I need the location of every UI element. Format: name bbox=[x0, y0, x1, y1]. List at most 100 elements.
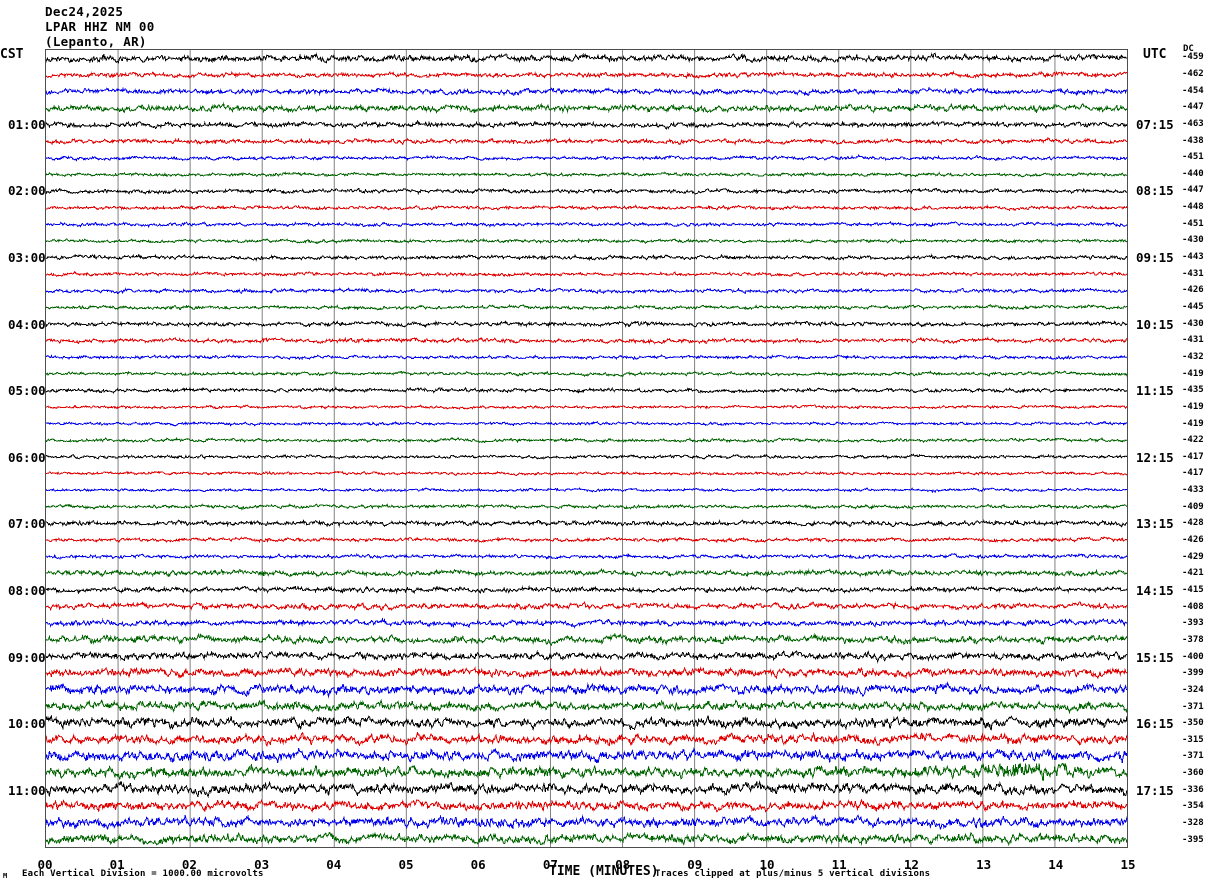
dc-value-label: -350 bbox=[1182, 718, 1204, 729]
x-tick-label: 06 bbox=[470, 857, 486, 872]
utc-hour-label: 09:15 bbox=[1136, 250, 1174, 266]
dc-value-label: -431 bbox=[1182, 335, 1204, 346]
trace-line bbox=[46, 287, 1127, 295]
dc-value-label: -395 bbox=[1182, 834, 1204, 845]
footer-scale-note: Each Vertical Division = 1000.00 microvo… bbox=[22, 869, 264, 879]
dc-value-label: -463 bbox=[1182, 118, 1204, 129]
x-tick-label: 11 bbox=[831, 857, 847, 872]
trace-line bbox=[46, 101, 1127, 114]
dc-value-label: -435 bbox=[1182, 385, 1204, 396]
dc-value-label: -336 bbox=[1182, 784, 1204, 795]
dc-value-label: -371 bbox=[1182, 701, 1204, 712]
header-date: Dec24,2025 bbox=[45, 4, 124, 19]
utc-hour-label: 07:15 bbox=[1136, 116, 1174, 132]
trace-line bbox=[46, 831, 1127, 847]
seismic-traces bbox=[46, 52, 1127, 847]
dc-value-label: -378 bbox=[1182, 634, 1204, 645]
trace-line bbox=[46, 370, 1127, 378]
utc-hour-label: 10:15 bbox=[1136, 316, 1174, 332]
magnitude-marker: M bbox=[3, 872, 8, 880]
cst-hour-label: 06:00 bbox=[8, 449, 46, 465]
dc-value-label: -360 bbox=[1182, 768, 1204, 779]
dc-value-label: -447 bbox=[1182, 102, 1204, 113]
utc-hour-label: 14:15 bbox=[1136, 582, 1174, 598]
dc-value-label: -451 bbox=[1182, 218, 1204, 229]
trace-line bbox=[46, 204, 1127, 212]
cst-hour-label: 08:00 bbox=[8, 582, 46, 598]
x-tick-label: 14 bbox=[1048, 857, 1064, 872]
dc-column-label: DC bbox=[1183, 44, 1194, 54]
x-axis-title: TIME (MINUTES) bbox=[549, 864, 659, 879]
trace-line bbox=[46, 404, 1127, 410]
trace-line bbox=[46, 436, 1127, 444]
trace-line bbox=[46, 171, 1127, 178]
trace-line bbox=[46, 221, 1127, 229]
x-tick-label: 15 bbox=[1120, 857, 1136, 872]
dc-value-label: -371 bbox=[1182, 751, 1204, 762]
cst-hour-label: 09:00 bbox=[8, 649, 46, 665]
x-tick-label: 13 bbox=[976, 857, 992, 872]
cst-hour-label: 04:00 bbox=[8, 316, 46, 332]
x-axis-ticks bbox=[45, 849, 1128, 858]
cst-hour-label: 03:00 bbox=[8, 250, 46, 266]
dc-value-label: -447 bbox=[1182, 185, 1204, 196]
trace-line bbox=[46, 813, 1127, 831]
dc-value-label: -417 bbox=[1182, 468, 1204, 479]
trace-line bbox=[46, 518, 1127, 528]
trace-line bbox=[46, 680, 1127, 699]
dc-value-label: -419 bbox=[1182, 418, 1204, 429]
dc-value-label: -459 bbox=[1182, 52, 1204, 63]
dc-value-label: -419 bbox=[1182, 401, 1204, 412]
trace-line bbox=[46, 798, 1127, 813]
trace-line bbox=[46, 666, 1127, 680]
plot-gridlines bbox=[117, 50, 1056, 847]
trace-line bbox=[46, 714, 1127, 732]
dc-value-label: -315 bbox=[1182, 734, 1204, 745]
trace-line bbox=[46, 319, 1127, 329]
trace-line bbox=[46, 253, 1127, 262]
dc-value-label: -400 bbox=[1182, 651, 1204, 662]
dc-value-label: -426 bbox=[1182, 535, 1204, 546]
trace-line bbox=[46, 567, 1127, 578]
dc-value-label: -443 bbox=[1182, 252, 1204, 263]
trace-line bbox=[46, 763, 1127, 782]
cst-hour-label: 01:00 bbox=[8, 116, 46, 132]
x-tick-label: 01 bbox=[109, 857, 125, 872]
cst-hour-label: 02:00 bbox=[8, 183, 46, 199]
right-timezone-label: UTC bbox=[1143, 47, 1167, 62]
trace-line bbox=[46, 536, 1127, 544]
utc-hour-label: 13:15 bbox=[1136, 516, 1174, 532]
footer-clip-note: Traces clipped at plus/minus 5 vertical … bbox=[655, 869, 931, 879]
trace-line bbox=[46, 486, 1127, 494]
trace-line bbox=[46, 336, 1127, 345]
trace-line bbox=[46, 52, 1127, 65]
dc-value-label: -448 bbox=[1182, 202, 1204, 213]
cst-hour-label: 05:00 bbox=[8, 383, 46, 399]
x-tick-label: 12 bbox=[903, 857, 919, 872]
dc-value-label: -431 bbox=[1182, 268, 1204, 279]
cst-hour-label: 10:00 bbox=[8, 716, 46, 732]
dc-value-label: -445 bbox=[1182, 302, 1204, 312]
x-tick-label: 07 bbox=[542, 857, 558, 872]
dc-value-label: -430 bbox=[1182, 235, 1204, 246]
trace-line bbox=[46, 187, 1127, 195]
trace-line bbox=[46, 731, 1127, 747]
header-location: (Lepanto, AR) bbox=[45, 34, 147, 49]
utc-hour-label: 08:15 bbox=[1136, 183, 1174, 199]
dc-value-label: -328 bbox=[1182, 818, 1204, 829]
helicorder-plot bbox=[45, 49, 1128, 848]
x-tick-label: 03 bbox=[254, 857, 270, 872]
trace-line bbox=[46, 747, 1127, 764]
dc-value-label: -429 bbox=[1182, 551, 1204, 562]
utc-hour-label: 16:15 bbox=[1136, 716, 1174, 732]
utc-hour-label: 12:15 bbox=[1136, 449, 1174, 465]
trace-line bbox=[46, 154, 1127, 162]
x-tick-label: 05 bbox=[398, 857, 414, 872]
utc-hour-label: 11:15 bbox=[1136, 383, 1174, 399]
dc-value-label: -432 bbox=[1182, 351, 1204, 362]
trace-line bbox=[46, 238, 1127, 245]
dc-value-label: -433 bbox=[1182, 485, 1204, 496]
trace-line bbox=[46, 353, 1127, 361]
trace-line bbox=[46, 617, 1127, 629]
trace-line bbox=[46, 552, 1127, 560]
